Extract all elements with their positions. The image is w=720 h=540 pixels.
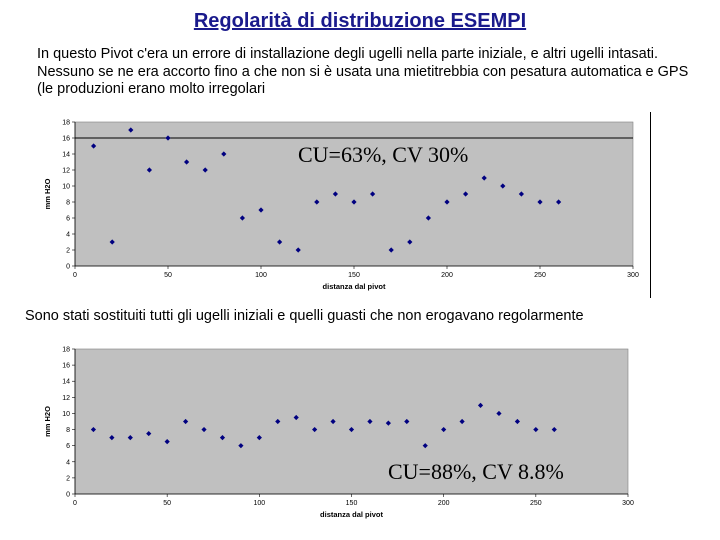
x-tick-label: 50 xyxy=(163,500,171,507)
cu-cv-annotation: CU=88%, CV 8.8% xyxy=(388,459,564,484)
x-tick-label: 200 xyxy=(438,500,450,507)
data-point xyxy=(183,418,189,425)
x-tick-label: 250 xyxy=(534,272,546,279)
y-tick-label: 18 xyxy=(62,347,70,354)
x-tick-label: 300 xyxy=(627,272,639,279)
y-tick-label: 16 xyxy=(62,136,70,143)
data-point xyxy=(312,426,318,433)
data-point xyxy=(348,426,355,433)
data-point xyxy=(258,207,264,213)
data-point xyxy=(330,418,336,425)
x-tick-label: 100 xyxy=(253,500,265,507)
y-tick-label: 12 xyxy=(62,168,70,175)
y-tick-label: 2 xyxy=(66,475,70,482)
data-point xyxy=(332,191,338,197)
x-tick-label: 0 xyxy=(73,272,77,279)
x-tick-label: 300 xyxy=(622,500,634,507)
data-point xyxy=(221,151,227,157)
y-tick-label: 8 xyxy=(66,200,70,207)
x-tick-label: 0 xyxy=(73,500,77,507)
y-tick-label: 10 xyxy=(62,184,70,191)
data-point xyxy=(425,215,431,221)
data-point xyxy=(514,418,520,425)
data-point xyxy=(518,191,524,197)
y-tick-label: 0 xyxy=(66,264,70,271)
data-point xyxy=(385,420,391,426)
x-tick-label: 150 xyxy=(346,500,358,507)
slide-title: Regolarità di distribuzione ESEMPI xyxy=(193,10,527,32)
intro-text: In questo Pivot c'era un errore di insta… xyxy=(37,46,689,97)
data-point xyxy=(351,199,357,205)
data-point xyxy=(367,418,373,425)
x-tick-label: 100 xyxy=(255,272,267,279)
y-tick-label: 16 xyxy=(62,363,70,370)
data-point xyxy=(275,418,281,425)
y-tick-label: 12 xyxy=(62,395,70,402)
y-tick-label: 14 xyxy=(62,152,70,159)
y-tick-label: 6 xyxy=(66,443,70,450)
data-point xyxy=(463,191,469,197)
y-tick-label: 10 xyxy=(62,411,70,418)
data-point xyxy=(370,191,376,197)
data-point xyxy=(407,239,413,245)
x-tick-label: 150 xyxy=(348,272,360,279)
data-point xyxy=(184,159,190,165)
data-point xyxy=(537,199,543,205)
cu-cv-annotation: CU=63%, CV 30% xyxy=(298,142,468,167)
scatter-chart-after: 0 2 4 6 8 10 12 14 16 18 0 50 100 150 200 250 300 distanz… xyxy=(43,347,634,520)
data-point xyxy=(165,135,171,141)
y-tick-label: 6 xyxy=(66,216,70,223)
x-axis-label: distanza dal pivot xyxy=(320,510,383,519)
data-point xyxy=(293,414,299,421)
data-point xyxy=(556,199,562,205)
y-tick-label: 18 xyxy=(62,120,70,127)
plot-area xyxy=(74,121,634,267)
y-axis-label: mm H2O xyxy=(43,406,52,437)
scatter-chart-before: 0 2 4 6 8 10 12 14 16 18 0 50 100 150 200 250 300 distanz… xyxy=(43,120,639,292)
data-point xyxy=(314,199,320,205)
y-tick-label: 0 xyxy=(66,492,70,499)
data-point xyxy=(496,410,502,417)
y-tick-label: 14 xyxy=(62,379,70,386)
data-point xyxy=(239,215,245,221)
y-tick-label: 4 xyxy=(66,232,70,239)
data-point xyxy=(109,239,115,245)
data-point xyxy=(533,426,539,433)
data-point xyxy=(444,199,450,205)
data-point xyxy=(500,183,506,189)
data-point xyxy=(146,167,152,173)
data-point xyxy=(481,175,487,181)
x-tick-label: 250 xyxy=(530,500,542,507)
middle-text: Sono stati sostituiti tutti gli ugelli i… xyxy=(25,308,584,324)
y-axis-label: mm H2O xyxy=(43,178,52,209)
data-point xyxy=(295,247,301,253)
x-axis-label: distanza dal pivot xyxy=(323,282,386,291)
x-tick-label: 200 xyxy=(441,272,453,279)
data-point xyxy=(388,247,394,253)
data-point xyxy=(109,435,115,441)
y-tick-label: 8 xyxy=(66,427,70,434)
y-tick-label: 4 xyxy=(66,459,70,466)
data-point xyxy=(459,418,465,425)
x-tick-label: 50 xyxy=(164,272,172,279)
divider-line xyxy=(650,112,651,298)
data-point xyxy=(404,418,410,425)
y-tick-label: 2 xyxy=(66,248,70,255)
data-point xyxy=(91,143,97,149)
plot-area xyxy=(74,348,629,495)
data-point xyxy=(202,167,208,173)
